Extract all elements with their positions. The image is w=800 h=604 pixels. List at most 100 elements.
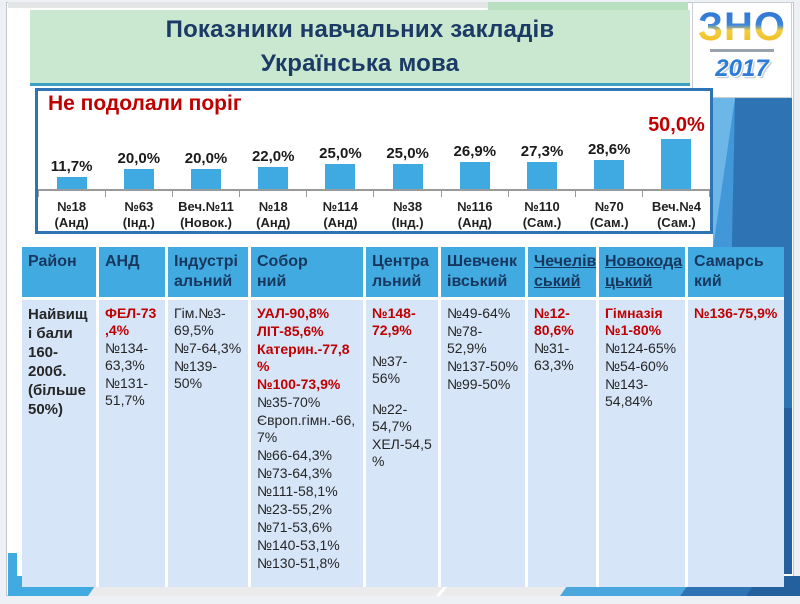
- column-header-4: Центра льний: [366, 247, 438, 297]
- table-cell: №12-80,6% №31-63,3%: [528, 300, 596, 587]
- category-label-line: (Анд): [54, 215, 89, 230]
- column-header-line: Шевченк: [447, 253, 518, 270]
- row-label: Найвищі бали 160-200б. (більше 50%): [22, 300, 96, 587]
- chart-panel: Не подолали поріг 11,7% 20,0% 20,0% 22,0% 25…: [35, 88, 713, 234]
- table-cell: №136-75,9%: [688, 300, 784, 587]
- school-score-highlighted: №12-80,6%: [534, 305, 574, 338]
- column-header-line: івський: [447, 273, 508, 290]
- school-score-highlighted: ФЕЛ-73,4%: [105, 305, 157, 338]
- category-label: Веч.№4 (Сам.): [643, 197, 710, 234]
- category-label-line: (Сам.): [657, 215, 696, 230]
- bar: [594, 160, 625, 189]
- table-cell: УАЛ-90,8% ЛІТ-85,6% Катерин.-77,8% №100-73,…: [251, 300, 363, 587]
- school-score: №54-60%: [605, 358, 669, 374]
- category-label: №116 (Анд): [441, 197, 508, 234]
- school-score-highlighted: УАЛ-90,8%: [257, 305, 330, 321]
- bar-columns: 11,7% 20,0% 20,0% 22,0% 25,0% 25,0% 26,9% 27,3%…: [38, 114, 710, 189]
- column-header-line: Район: [28, 253, 77, 270]
- top-mint-strip: [488, 2, 688, 10]
- slide-title-line1: Показники навчальних закладів: [165, 15, 555, 43]
- bar: [527, 162, 558, 189]
- bar-value-label: 20,0%: [184, 150, 228, 167]
- axis-tick: [106, 191, 174, 197]
- category-label-line: №70: [594, 199, 624, 214]
- school-score: ХЕЛ-54,5%: [372, 436, 432, 469]
- bar-value-label: 22,0%: [251, 148, 295, 165]
- category-label-line: (Анд): [256, 215, 291, 230]
- bar-column: 20,0%: [172, 117, 239, 189]
- school-score: №49-64%: [447, 305, 511, 321]
- category-label-line: (Анд): [323, 215, 358, 230]
- bar-value-label: 27,3%: [520, 143, 564, 160]
- category-label-line: (Сам.): [589, 215, 629, 230]
- column-header-line: Чечелів: [534, 253, 596, 270]
- bar: [123, 169, 154, 189]
- column-header-8: Самарсь кий: [688, 247, 784, 297]
- school-score: №131-51,7%: [105, 375, 149, 408]
- category-label: №110 (Сам.): [508, 197, 575, 234]
- bar: [258, 167, 289, 189]
- column-header-6: Чечелів ський: [528, 247, 596, 297]
- school-score: Гім.№3-69,5%: [174, 305, 226, 338]
- school-score: №124-65%: [605, 340, 677, 356]
- category-label-line: №18: [258, 199, 288, 214]
- category-label-line: Веч.№4: [651, 199, 702, 214]
- bar-column: 28,6%: [576, 117, 643, 189]
- axis-tick: [509, 191, 576, 197]
- school-score: №139-50%: [174, 358, 218, 391]
- table-cell: №148-72,9% №37-56% №22-54,7% ХЕЛ-54,5%: [366, 300, 438, 587]
- school-score-highlighted: №100-73,9%: [257, 376, 341, 392]
- school-score: №134-63,3%: [105, 340, 149, 373]
- bar-column: 26,9%: [441, 117, 508, 189]
- school-score-highlighted: Гімназія №1-80%: [605, 305, 663, 338]
- school-score: №130-51,8%: [257, 555, 340, 571]
- category-label-line: (Анд): [457, 215, 492, 230]
- bar-value-label: 28,6%: [587, 141, 631, 158]
- column-header-line: кий: [694, 273, 722, 290]
- category-label-line: №116: [457, 199, 493, 214]
- bar-column: 11,7%: [38, 117, 105, 189]
- results-table: Район АНД Індустрі альний Собор ний Центра льни…: [22, 247, 784, 587]
- category-label: №70 (Сам.): [576, 197, 643, 234]
- x-axis: [38, 189, 710, 197]
- category-label-line: №114: [322, 199, 359, 214]
- category-label: №18 (Анд): [240, 197, 307, 234]
- column-header-2: Індустрі альний: [168, 247, 248, 297]
- axis-tick: [442, 191, 509, 197]
- category-label-line: (Сам.): [522, 215, 562, 230]
- school-score: №35-70%: [257, 394, 321, 410]
- column-header-line: ний: [257, 273, 287, 290]
- axis-tick: [38, 191, 107, 197]
- bar-column: 22,0%: [240, 117, 307, 189]
- category-label-line: №18: [57, 199, 87, 214]
- column-header-line: АНД: [105, 253, 140, 270]
- axis-tick: [307, 191, 375, 197]
- bar-value-label: 26,9%: [453, 143, 497, 160]
- column-header-district: Район: [22, 247, 96, 297]
- column-header-line: Індустрі: [174, 253, 238, 270]
- school-score: №111-58,1%: [257, 483, 338, 499]
- school-score: №23-55,2%: [257, 501, 332, 517]
- slide-title-banner: Показники навчальних закладів Українська…: [30, 10, 690, 86]
- axis-tick: [576, 191, 643, 197]
- bar: [56, 177, 87, 189]
- slide-title-line2: Українська мова: [260, 49, 460, 77]
- school-score: №31-63,3%: [534, 340, 574, 373]
- bar-column: 25,0%: [307, 117, 374, 189]
- column-header-7: Новокода цький: [599, 247, 685, 297]
- x-axis-labels: №18 (Анд) №63 (Інд.) Веч.№11 (Новок.) №18 (Анд)…: [38, 197, 710, 234]
- category-label: №38 (Інд.): [374, 197, 441, 234]
- bar-column: 25,0%: [374, 117, 441, 189]
- table-cell: №49-64% №78-52,9% №137-50% №99-50%: [441, 300, 525, 587]
- bar: [661, 139, 692, 189]
- column-header-line: цький: [605, 273, 653, 290]
- school-score-highlighted: №148-72,9%: [372, 305, 416, 338]
- category-label: №63 (Інд.): [105, 197, 172, 234]
- table-cell: ФЕЛ-73,4% №134-63,3% №131-51,7%: [99, 300, 165, 587]
- axis-tick: [173, 191, 241, 197]
- school-score: №143-54,84%: [605, 376, 653, 409]
- school-score: №78-52,9%: [447, 323, 487, 356]
- bar-value-label: 50,0%: [648, 114, 705, 136]
- top-gray-strip: [8, 2, 490, 8]
